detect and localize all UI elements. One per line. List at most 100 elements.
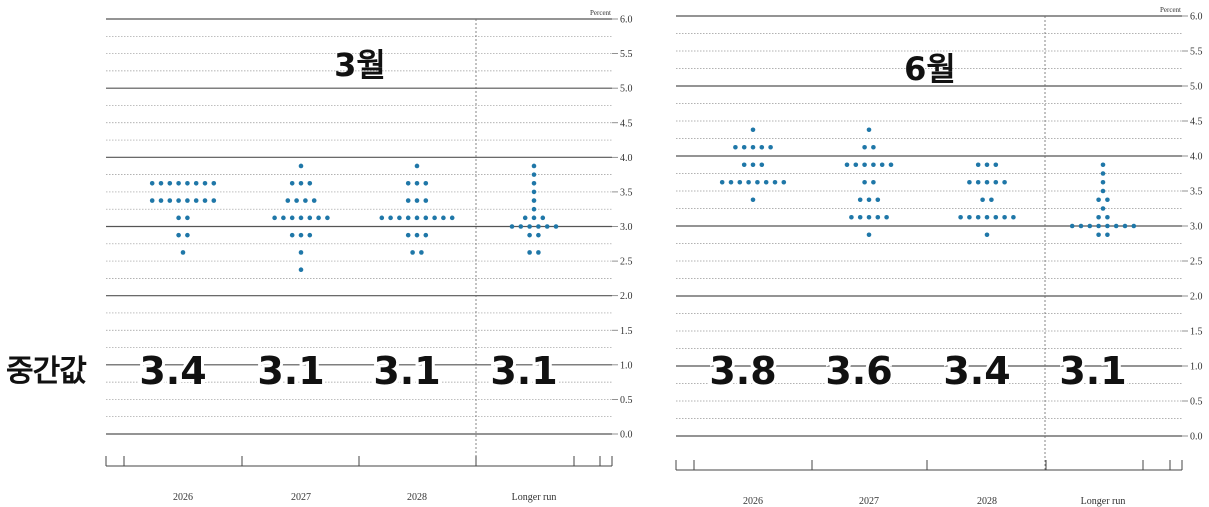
dot-point [180, 250, 186, 255]
dot-point [759, 144, 765, 150]
y-tick-label: 3.0 [620, 222, 633, 233]
dot-point [149, 198, 155, 203]
dot-point [522, 215, 528, 221]
dot-point [857, 197, 863, 203]
dot-point [1096, 223, 1101, 229]
y-tick-label: 5.0 [620, 84, 633, 95]
chart-title: 3월 [334, 46, 386, 84]
dot-point [737, 179, 743, 185]
y-tick-label: 3.5 [620, 187, 633, 198]
dot-point [750, 127, 756, 133]
dot-point [185, 198, 190, 203]
dot-point [967, 214, 972, 220]
dot-point [1002, 179, 1007, 185]
y-tick-label: 4.5 [620, 118, 633, 129]
dot-point [388, 215, 393, 221]
dot-point [285, 198, 291, 203]
y-tick-label: 1.0 [1190, 362, 1203, 373]
dot-point [755, 179, 760, 185]
dot-point [423, 198, 429, 203]
dot-point [1105, 214, 1110, 220]
y-tick-label: 3.5 [1190, 187, 1203, 198]
dot-point [185, 232, 190, 238]
median-value: 3.4 [943, 349, 1010, 393]
y-tick-label: 4.5 [1190, 117, 1203, 128]
dot-point [1069, 223, 1075, 229]
y-tick-label: 2.0 [620, 291, 633, 302]
median-value: 3.1 [490, 349, 557, 393]
dot-point [984, 162, 990, 168]
dot-point [849, 214, 854, 220]
dot-point [719, 179, 725, 185]
dot-point [527, 232, 532, 238]
dot-point [759, 162, 765, 168]
y-tick-label: 6.0 [1190, 12, 1203, 23]
y-tick-label: 3.0 [1190, 222, 1203, 233]
y-tick-label: 5.5 [1190, 47, 1203, 58]
dot-point [853, 162, 859, 168]
y-tick-label: 4.0 [620, 153, 633, 164]
dot-point [307, 215, 313, 221]
dot-point [202, 180, 208, 186]
dot-point [741, 162, 747, 168]
dot-point [405, 232, 411, 238]
dot-point [553, 224, 559, 229]
dot-point [768, 144, 773, 150]
dot-point [405, 198, 411, 203]
dot-point [975, 162, 981, 168]
dot-point [1078, 223, 1084, 229]
dot-point [844, 162, 850, 168]
dot-point [193, 198, 199, 203]
dot-point [185, 215, 190, 221]
dot-point [316, 215, 321, 221]
dot-point [975, 214, 981, 220]
dot-point [298, 267, 304, 273]
median-value: 3.1 [257, 349, 324, 393]
dot-point [211, 198, 217, 203]
y-tick-label: 1.0 [620, 360, 633, 371]
dot-point [750, 162, 756, 168]
dot-point [1105, 223, 1110, 229]
dot-point [185, 180, 190, 186]
y-tick-label: 0.5 [1190, 397, 1203, 408]
dot-point [193, 180, 199, 186]
dot-point [414, 180, 420, 186]
dot-point [875, 214, 881, 220]
y-tick-label: 0.0 [620, 430, 633, 441]
dot-point [298, 232, 304, 238]
dot-point [1096, 197, 1101, 203]
dot-point [1100, 206, 1106, 211]
dot-point [379, 215, 385, 221]
dot-point [875, 197, 881, 203]
x-tick-label: 2028 [977, 496, 997, 507]
dot-point [158, 180, 164, 186]
dot-point [298, 163, 304, 169]
dot-point [866, 197, 872, 203]
dot-point [414, 163, 420, 169]
dot-point [307, 180, 313, 186]
dot-point [289, 215, 295, 221]
y-tick-label: 6.0 [620, 15, 633, 26]
dot-point [980, 197, 985, 203]
dot-point [167, 180, 173, 186]
dot-point [325, 215, 330, 221]
dot-point [536, 224, 541, 229]
dot-point [176, 232, 181, 238]
dot-point [176, 180, 181, 186]
dot-point [1131, 223, 1137, 229]
dot-point [423, 180, 429, 186]
dot-point [750, 197, 756, 203]
dot-point [432, 215, 437, 221]
dot-point [531, 189, 537, 195]
y-tick-label: 1.5 [1190, 327, 1203, 338]
dot-point [419, 250, 424, 255]
dot-point [772, 179, 778, 185]
dot-point [1100, 171, 1106, 176]
y-tick-label: 0.0 [1190, 432, 1203, 443]
dot-point [527, 250, 532, 255]
y-axis-label: Percent [590, 9, 611, 17]
dot-point [958, 214, 963, 220]
y-tick-label: 0.5 [620, 395, 633, 406]
dot-plot-1: 6.0 5.5 5.0 4.5 4.0 3.5 3.0 2.5 2.0 1.5 1.0 0.5 0.0 P… [105, 9, 633, 503]
dot-point [866, 127, 872, 133]
